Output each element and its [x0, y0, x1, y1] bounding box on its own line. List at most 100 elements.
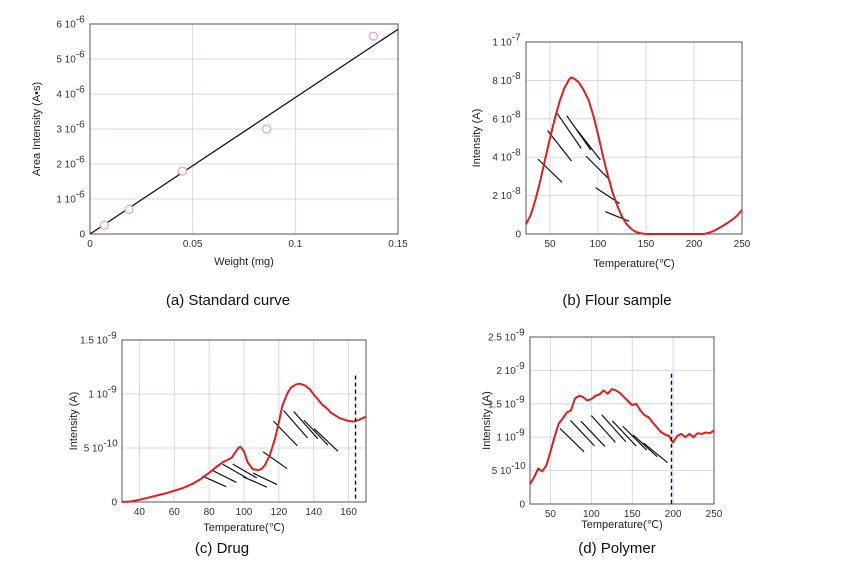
- x-axis-title: Temperature(℃): [581, 519, 662, 531]
- x-tick-label: 0.05: [183, 239, 203, 250]
- x-tick-label: 100: [236, 507, 253, 518]
- y-tick-label: 2 10: [56, 160, 76, 171]
- x-tick-label: 60: [169, 507, 181, 518]
- x-tick-label: 50: [545, 509, 557, 520]
- x-tick-label: 120: [271, 507, 288, 518]
- hatch-mark: [580, 420, 606, 447]
- hatch-mark: [212, 469, 237, 484]
- hatch-mark: [232, 463, 258, 479]
- y-tick-exponent: -9: [108, 331, 117, 342]
- series-line: [529, 388, 715, 485]
- hatch-mark: [262, 451, 288, 470]
- hatch-mark: [622, 425, 648, 451]
- y-tick-exponent: -9: [516, 361, 525, 372]
- y-tick-label: 2 10: [496, 366, 516, 377]
- x-tick-label: 200: [665, 509, 682, 520]
- y-tick-exponent: -8: [512, 71, 521, 82]
- hatch-mark: [283, 410, 309, 439]
- x-tick-label: 0.15: [388, 239, 408, 250]
- y-tick-exponent: -9: [516, 394, 525, 405]
- y-tick-label: 2 10: [492, 191, 512, 202]
- y-tick-label: 0: [519, 500, 525, 511]
- fit-line: [89, 28, 399, 235]
- y-axis-title: Intensity (A): [68, 392, 80, 451]
- y-tick-label: 1 10: [492, 38, 512, 49]
- y-tick-exponent: -9: [108, 385, 117, 396]
- chart-caption: (b) Flour sample: [562, 292, 671, 309]
- x-axis-title: Weight (mg): [214, 256, 274, 268]
- data-point: [124, 204, 134, 215]
- y-tick-label: 6 10: [492, 114, 512, 125]
- hatch-mark: [559, 428, 585, 453]
- y-tick-label: 5 10: [84, 444, 104, 455]
- y-tick-exponent: -6: [76, 120, 85, 131]
- x-tick-label: 250: [706, 509, 723, 520]
- hatch-mark: [570, 420, 595, 447]
- hatch-mark: [585, 155, 611, 181]
- y-tick-exponent: -7: [512, 33, 521, 44]
- plot-frame: [121, 339, 367, 503]
- y-tick-label: 0: [515, 230, 521, 241]
- hatch-mark: [303, 419, 329, 446]
- y-tick-label: 1.5 10: [488, 399, 516, 410]
- x-tick-label: 80: [204, 507, 216, 518]
- x-tick-label: 50: [544, 239, 556, 250]
- data-point: [99, 220, 109, 230]
- y-tick-label: 0: [79, 230, 85, 241]
- x-tick-label: 0.1: [288, 239, 302, 250]
- y-axis-title: Area Intensity (A•s): [31, 82, 43, 176]
- data-point: [368, 31, 378, 41]
- y-tick-label: 5 10: [56, 55, 76, 66]
- hatch-mark: [632, 434, 658, 458]
- y-tick-label: 1 10: [496, 433, 516, 444]
- chart-caption: (c) Drug: [195, 540, 249, 557]
- chart-caption: (d) Polymer: [578, 540, 656, 557]
- hatch-mark: [547, 130, 573, 162]
- x-tick-label: 160: [340, 507, 357, 518]
- y-tick-exponent: -6: [76, 155, 85, 166]
- hatch-mark: [252, 472, 278, 486]
- y-tick-exponent: -8: [512, 186, 521, 197]
- data-point: [177, 166, 187, 176]
- y-tick-exponent: -6: [76, 190, 85, 201]
- y-axis-title: Intensity (A): [481, 391, 493, 450]
- y-tick-exponent: -6: [76, 85, 85, 96]
- hatch-mark: [575, 128, 601, 161]
- plot-frame: [529, 336, 715, 505]
- hatch-mark: [611, 420, 637, 447]
- y-tick-exponent: -9: [516, 328, 525, 339]
- y-tick-label: 4 10: [56, 90, 76, 101]
- hatch-mark: [293, 411, 319, 440]
- hatch-mark: [556, 113, 582, 149]
- y-tick-label: 6 10: [56, 20, 76, 31]
- hatch-mark: [242, 476, 268, 488]
- x-tick-label: 200: [686, 239, 703, 250]
- y-tick-label: 5 10: [492, 466, 512, 477]
- x-axis-title: Temperature(℃): [203, 522, 284, 534]
- y-tick-label: 1 10: [56, 195, 76, 206]
- y-tick-label: 4 10: [492, 153, 512, 164]
- y-tick-exponent: -8: [512, 109, 521, 120]
- y-tick-label: 1.5 10: [80, 336, 108, 347]
- hatch-mark: [222, 463, 247, 479]
- y-tick-exponent: -6: [76, 50, 85, 61]
- plot-frame: [89, 23, 399, 235]
- x-axis-title: Temperature(℃): [593, 258, 674, 270]
- series-line: [525, 76, 743, 235]
- y-tick-label: 2.5 10: [488, 333, 516, 344]
- series-line: [121, 382, 367, 503]
- hatch-mark: [643, 442, 668, 464]
- y-tick-label: 8 10: [492, 76, 512, 87]
- y-tick-exponent: -9: [516, 428, 525, 439]
- y-tick-exponent: -10: [103, 439, 118, 450]
- y-tick-label: 1 10: [88, 390, 108, 401]
- hatch-mark: [201, 475, 227, 488]
- x-tick-label: 100: [590, 239, 607, 250]
- hatch-mark: [604, 210, 630, 222]
- plot-frame: [525, 41, 743, 235]
- y-tick-label: 0: [111, 498, 117, 509]
- x-tick-label: 250: [734, 239, 751, 250]
